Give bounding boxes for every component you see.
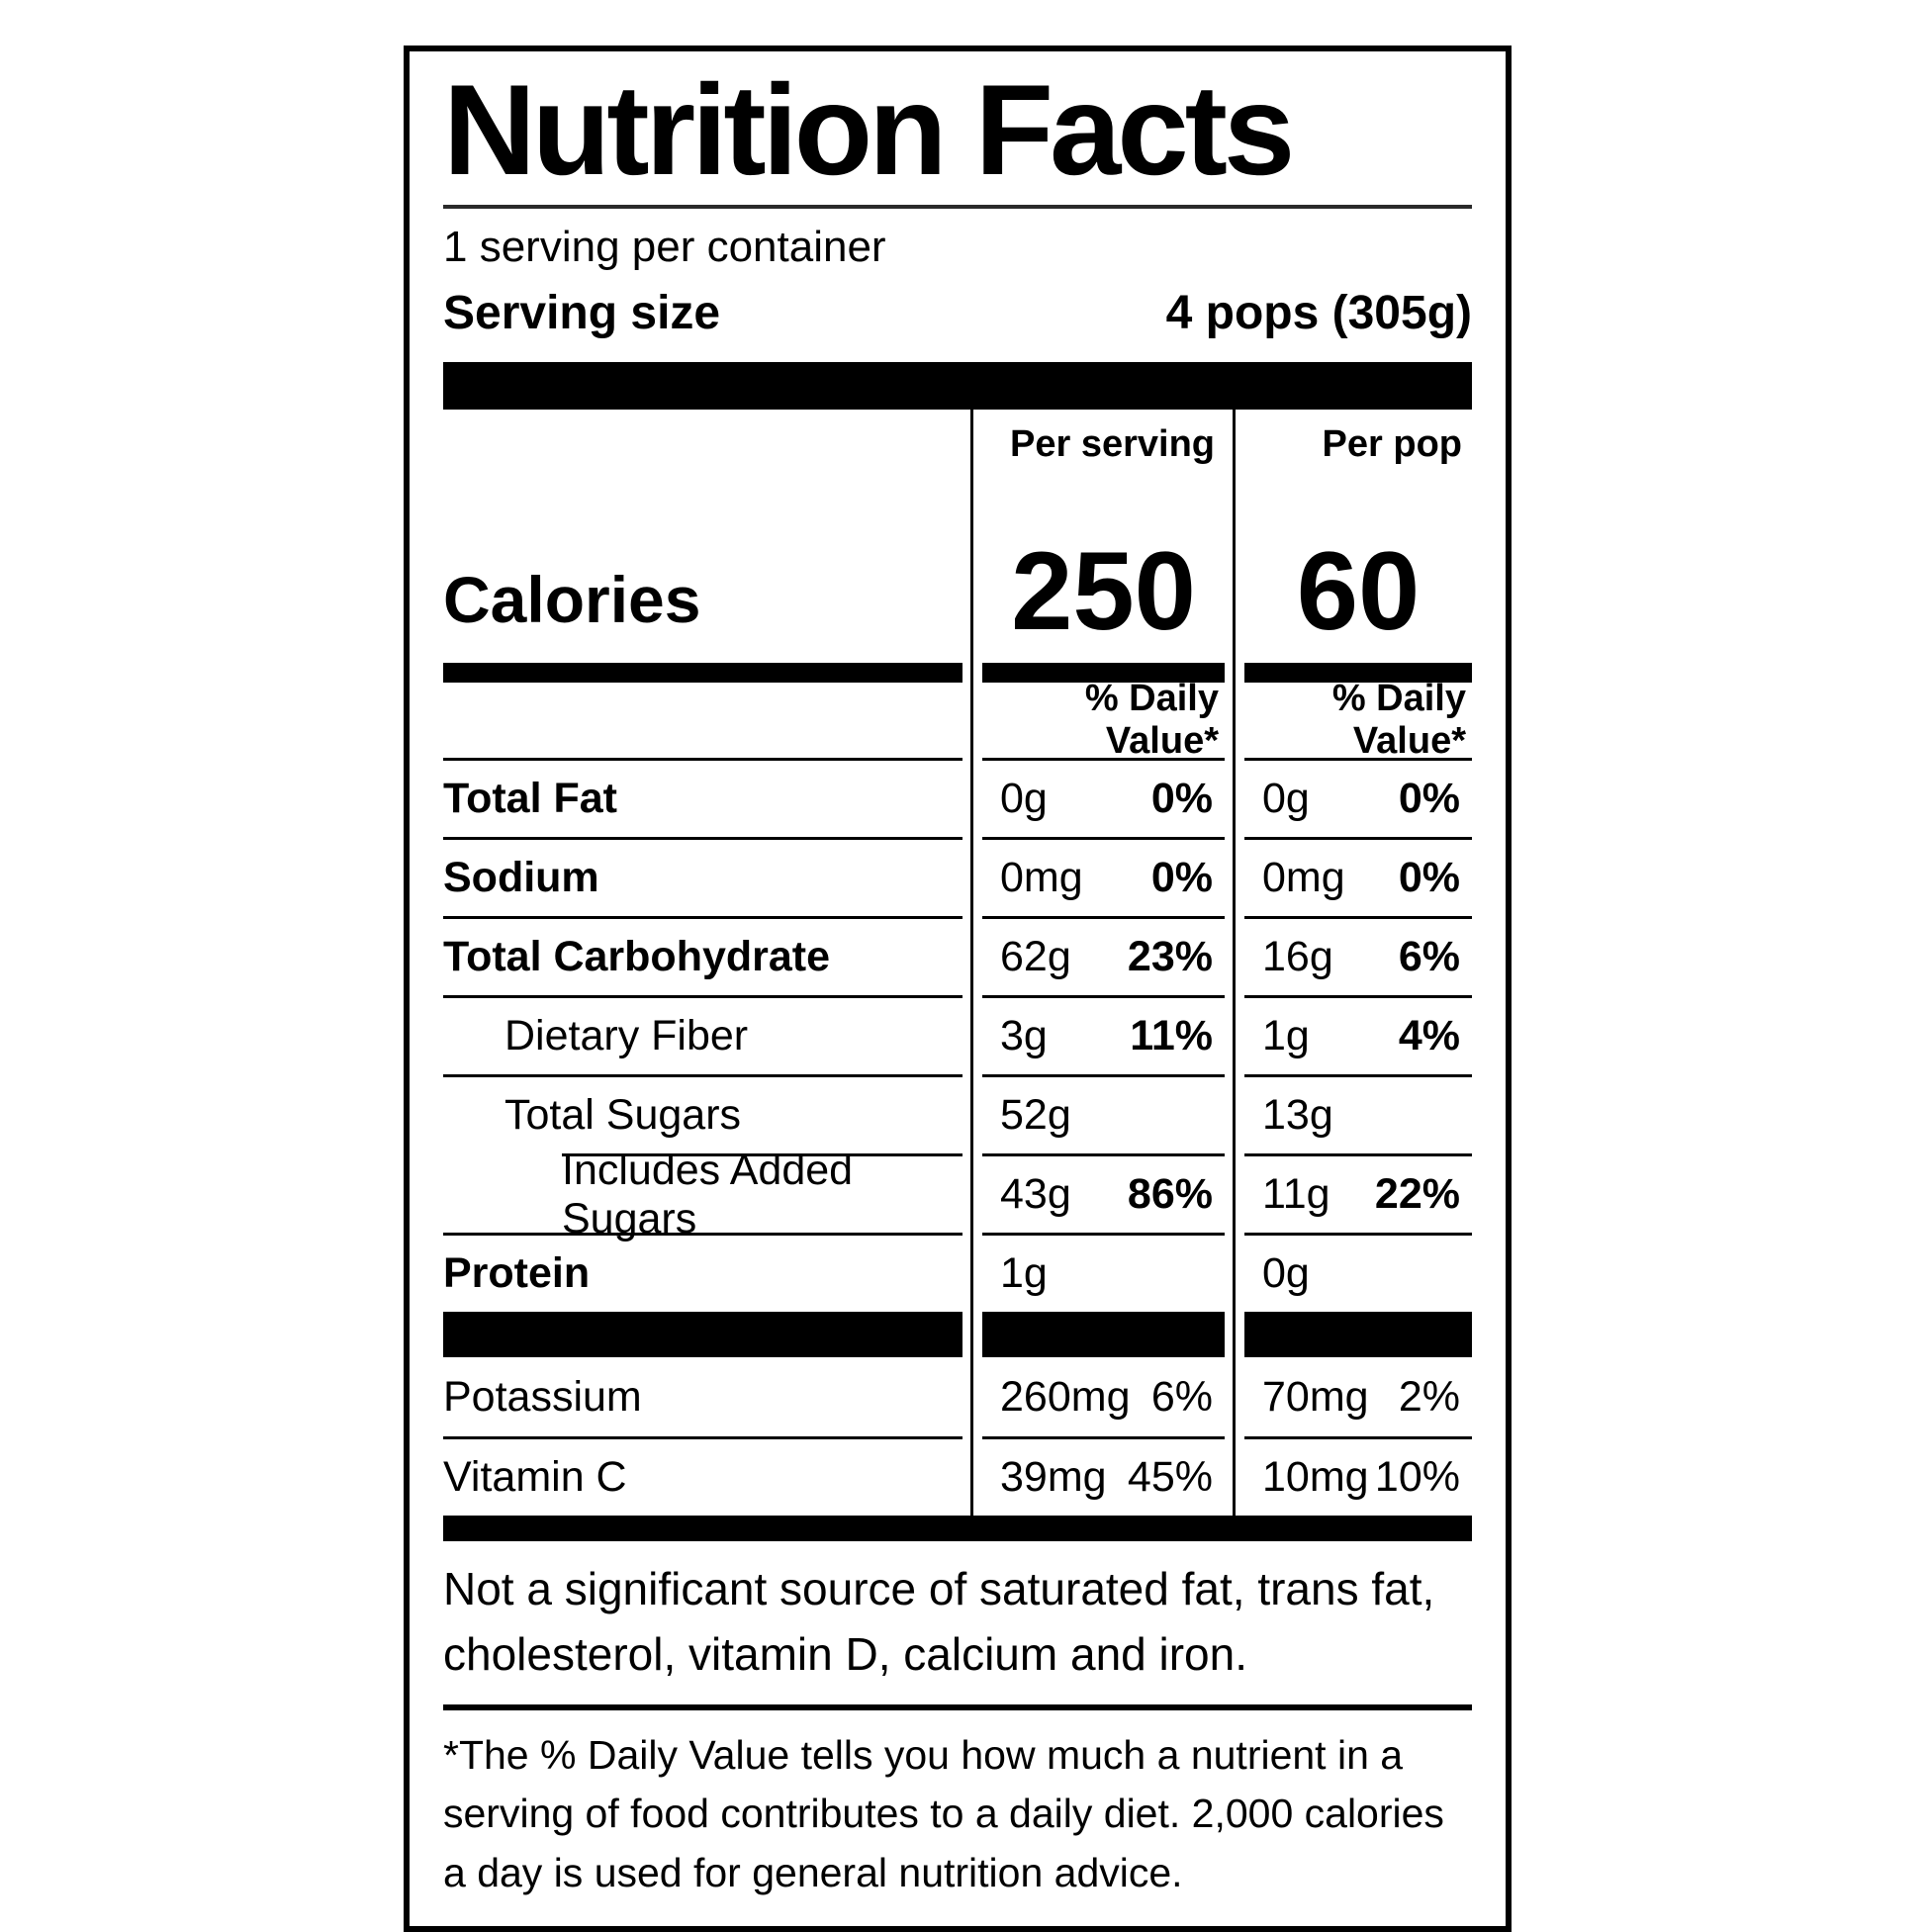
bottom-separator-bar — [443, 1516, 1472, 1542]
nutrient-row-total-carbohydrate: Total Carbohydrate 62g 23% 16g 6% — [443, 916, 1472, 995]
calories-label: Calories — [443, 563, 701, 637]
serving-dv: 23% — [1127, 933, 1213, 981]
column-divider-1 — [970, 410, 973, 1517]
servings-per-container: 1 serving per container — [443, 223, 886, 272]
micronutrient-row-potassium: Potassium 260mg 6% 70mg 2% — [443, 1357, 1472, 1436]
serving-amount: 3g — [1000, 1012, 1048, 1060]
daily-value-footnote: *The % Daily Value tells you how much a … — [443, 1732, 1444, 1895]
nutrient-name: Includes Added Sugars — [562, 1146, 854, 1242]
nutrient-name: Protein — [443, 1249, 591, 1298]
per-pop-header: Per pop — [1322, 423, 1462, 466]
micronutrient-row-vitamin-c: Vitamin C 39mg 45% 10mg 10% — [443, 1436, 1472, 1516]
pop-amount: 0g — [1262, 775, 1310, 823]
label-title: Nutrition Facts — [443, 62, 1472, 210]
nutrient-name: Dietary Fiber — [504, 1012, 749, 1060]
serving-dv: 11% — [1130, 1012, 1213, 1060]
pop-amount: 16g — [1262, 933, 1333, 981]
serving-amount: 39mg — [1000, 1453, 1107, 1502]
nutrient-name: Total Fat — [443, 775, 617, 823]
pop-dv: 0% — [1398, 775, 1460, 823]
daily-value-header-row: % Daily Value* % Daily Value* — [443, 678, 1472, 762]
daily-value-header-pop: % Daily Value* — [1331, 678, 1466, 763]
pop-dv: 22% — [1374, 1170, 1460, 1219]
column-divider-2 — [1233, 410, 1236, 1517]
nutrient-name: Potassium — [443, 1372, 642, 1421]
pop-amount: 11g — [1262, 1170, 1330, 1219]
serving-dv: 86% — [1127, 1170, 1213, 1219]
calories-per-pop: 60 — [1296, 529, 1421, 654]
column-header-row: Per serving Per pop — [443, 410, 1472, 481]
nutrient-name: Total Sugars — [504, 1091, 742, 1140]
serving-dv: 0% — [1150, 775, 1213, 823]
pop-dv: 2% — [1398, 1372, 1460, 1421]
pop-amount: 1g — [1262, 1012, 1310, 1060]
thick-separator-bar — [443, 362, 1472, 411]
nutrient-row-total-sugars: Total Sugars 52g 13g — [443, 1074, 1472, 1153]
serving-size-label: Serving size — [443, 286, 721, 339]
daily-value-header-serving: % Daily Value* — [1084, 678, 1219, 763]
serving-amount: 0g — [1000, 775, 1048, 823]
nutrient-name: Vitamin C — [443, 1453, 627, 1502]
nutrient-row-dietary-fiber: Dietary Fiber 3g 11% 1g 4% — [443, 995, 1472, 1074]
nutrient-name: Sodium — [443, 854, 599, 902]
serving-amount: 43g — [1000, 1170, 1071, 1219]
pop-amount: 70mg — [1262, 1372, 1369, 1421]
nutrition-table: Per serving Per pop Calories 250 60 % Da… — [443, 410, 1472, 1517]
nutrition-facts-label: Nutrition Facts 1 serving per container … — [404, 46, 1512, 1932]
nutrient-row-added-sugars: Includes Added Sugars 43g 86% 11g 22% — [443, 1147, 1472, 1242]
serving-amount: 260mg — [1000, 1372, 1131, 1421]
not-significant-note: Not a significant source of saturated fa… — [443, 1563, 1435, 1680]
nutrient-row-sodium: Sodium 0mg 0% 0mg 0% — [443, 837, 1472, 916]
nutrient-row-protein: Protein 1g 0g — [443, 1233, 1472, 1312]
serving-dv: 6% — [1150, 1372, 1213, 1421]
pop-amount: 13g — [1262, 1091, 1333, 1140]
footnote-divider — [443, 1704, 1472, 1710]
calories-row: Calories 250 60 — [443, 481, 1472, 647]
calories-underline-bars — [443, 663, 1472, 684]
per-serving-header: Per serving — [1010, 423, 1215, 466]
mid-separator-bars — [443, 1312, 1472, 1358]
pop-amount: 0g — [1262, 1249, 1310, 1298]
serving-dv: 45% — [1127, 1453, 1213, 1502]
pop-dv: 6% — [1398, 933, 1460, 981]
serving-amount: 1g — [1000, 1249, 1048, 1298]
pop-amount: 10mg — [1262, 1453, 1369, 1502]
serving-amount: 52g — [1000, 1091, 1071, 1140]
pop-amount: 0mg — [1262, 854, 1345, 902]
serving-dv: 0% — [1150, 854, 1213, 902]
calories-per-serving: 250 — [1011, 529, 1196, 654]
serving-size-value: 4 pops (305g) — [1165, 286, 1472, 339]
nutrient-row-total-fat: Total Fat 0g 0% 0g 0% — [443, 758, 1472, 837]
pop-dv: 0% — [1398, 854, 1460, 902]
pop-dv: 4% — [1398, 1012, 1460, 1060]
serving-amount: 0mg — [1000, 854, 1083, 902]
serving-amount: 62g — [1000, 933, 1071, 981]
pop-dv: 10% — [1374, 1453, 1460, 1502]
nutrient-name: Total Carbohydrate — [443, 933, 831, 981]
serving-size-row: Serving size 4 pops (305g) — [443, 281, 1472, 344]
